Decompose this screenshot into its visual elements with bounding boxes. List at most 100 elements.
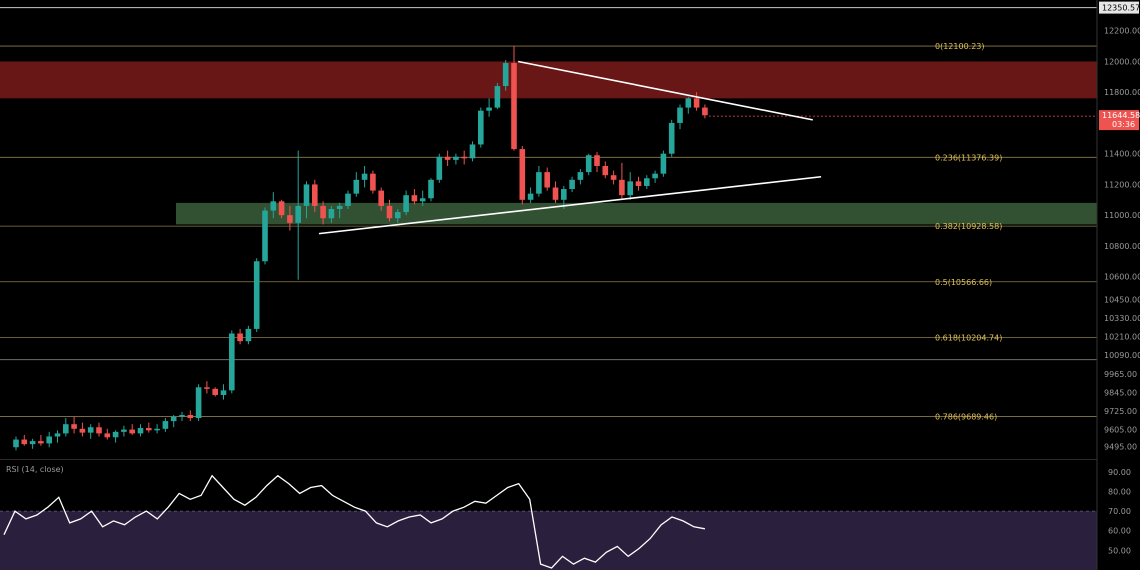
current-price-value: 11644.58 [1102,111,1140,120]
candle-body [627,181,633,196]
candle-body [353,179,360,194]
candle-body [13,439,19,448]
candle-body [21,439,28,445]
candle-body [79,428,86,433]
candle-body [644,178,650,186]
candle-body [610,175,617,180]
trendline [318,175,822,235]
candle-body [54,433,61,437]
candle-body [544,172,550,188]
candle-body [619,179,625,196]
price-tick-label: 9965.00 [1104,370,1137,379]
candle-body [693,98,700,108]
candle-body [652,173,658,179]
candle-body [253,261,260,329]
candles-layer [13,46,708,451]
candle-body [419,198,426,202]
candle-body [220,390,227,395]
candle-body [552,187,559,200]
candle-body [303,184,310,206]
price-tick-label: 10800.00 [1104,242,1140,251]
candle-body [187,414,194,419]
candle-body [527,193,534,200]
price-axis[interactable]: 12200.00 12000.00 11800.00 11400.00 11200.00… [1096,0,1140,570]
candle-body [378,190,384,206]
fib-label: 0.382(10928.58) [935,222,1002,231]
candle-body [668,122,675,154]
price-tick-label: 10450.00 [1104,296,1140,305]
top-line-value: 12350.57 [1102,4,1140,13]
candle-body [345,193,351,206]
trendline [517,60,813,121]
candle-body [444,156,451,160]
candle-body [146,428,152,431]
trendlines-layer [318,60,822,235]
rsi-tick-label: 90.00 [1108,468,1131,477]
fib-label: 0.786(9689.46) [935,413,997,422]
candle-body [129,429,135,434]
candle-body [287,215,293,223]
candle-body [635,181,642,186]
candle-body [63,424,69,434]
candle-body [577,172,584,180]
candle-body [262,210,268,262]
rsi-title: RSI (14, close) [6,465,64,474]
price-tick-label: 9495.00 [1104,442,1137,451]
candle-body [436,156,443,180]
candle-body [461,156,467,159]
rsi-tick-label: 80.00 [1108,487,1131,496]
candle-body [395,212,401,219]
candle-body [87,427,94,433]
candle-body [328,209,335,219]
candle-body [494,86,501,108]
rsi-line [3,474,706,569]
fib-label: 0.618(10204.74) [935,333,1002,342]
candle-body [278,201,285,216]
price-tick-label: 9725.00 [1104,407,1137,416]
candle-body [179,414,185,417]
candle-body [428,179,434,199]
candle-body [162,421,169,429]
candle-body [245,328,252,342]
fib-label: 0.5(10566.66) [935,278,992,287]
candle-body [569,179,575,190]
price-tick-label: 12200.00 [1104,27,1140,36]
price-tick-label: 12000.00 [1104,57,1140,66]
candle-body [511,63,517,150]
candle-body [702,107,708,116]
candle-body [195,387,202,419]
price-tick-label: 10330.00 [1104,314,1140,323]
candle-body [453,156,459,160]
candle-body [660,153,667,174]
candle-body [204,387,210,389]
candle-body [96,427,102,434]
candle-body [361,173,368,180]
candle-body [71,424,77,429]
candle-body [112,431,119,438]
rsi-pane: RSI (14, close) [0,459,1097,570]
price-tick-label: 9605.00 [1104,426,1137,435]
candle-body [519,149,526,200]
fib-lines-layer: 0(12100.23) 0.236(11376.39) 0.382(10928.58… [0,7,1097,422]
rsi-tick-label: 70.00 [1108,507,1131,516]
candle-body [370,173,376,191]
current-price-tag [1099,110,1139,131]
candle-body [469,144,476,159]
price-tick-label: 11800.00 [1104,88,1140,97]
candle-body [602,165,609,176]
candle-body [411,195,418,202]
candle-body [170,416,177,422]
candle-body [137,428,144,434]
price-tick-label: 10600.00 [1104,273,1140,282]
candle-body [561,189,567,200]
candle-body [536,172,542,194]
price-tick-label: 11200.00 [1104,180,1140,189]
candle-countdown: 03:36 [1112,120,1135,129]
price-tick-label: 9845.00 [1104,389,1137,398]
candle-body [295,205,301,223]
price-tick-label: 11400.00 [1104,150,1140,159]
candle-body [212,388,218,395]
candle-body [121,429,127,432]
candle-body [677,107,683,123]
